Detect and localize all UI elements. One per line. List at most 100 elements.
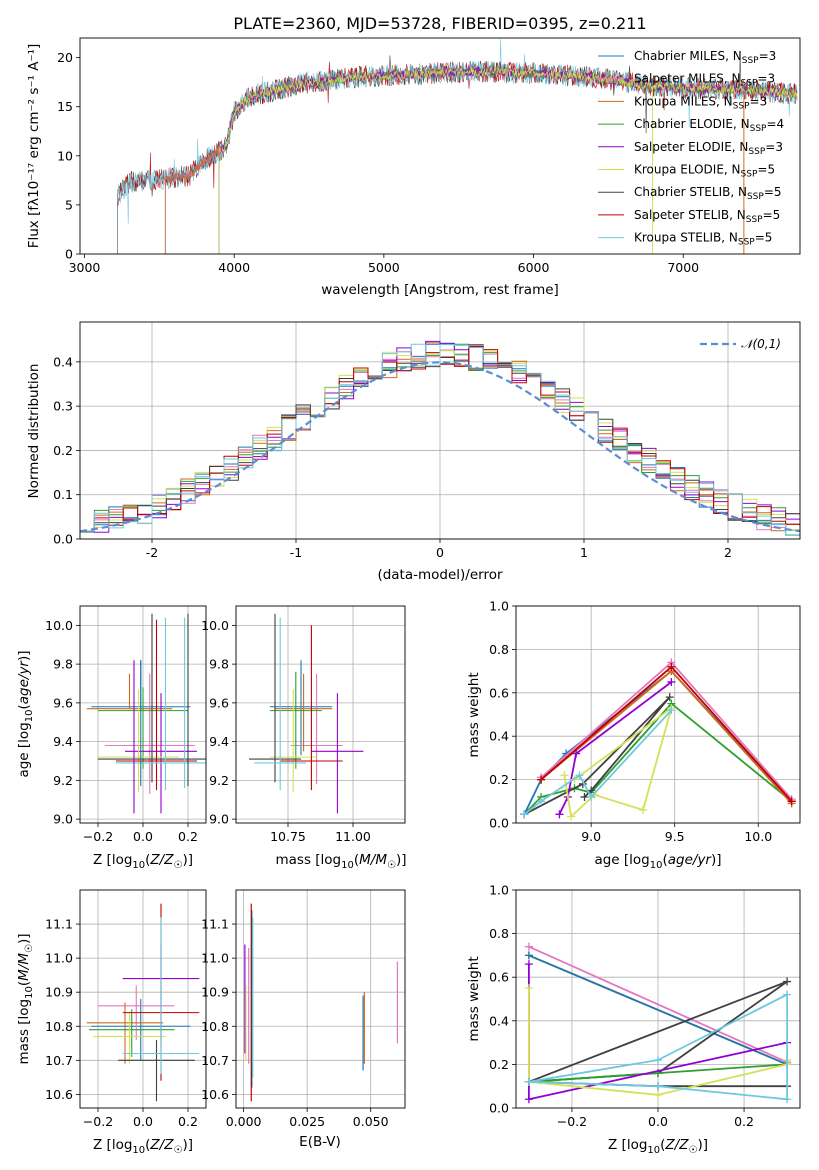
residuals-xtick-label: 1: [580, 545, 588, 560]
age-vs-mass-ytick-label: 9.8: [209, 657, 229, 672]
massweight-vs-Z-xtick-label: 0.0: [648, 1114, 668, 1129]
mass-vs-EBV-ytick-label: 10.8: [201, 1019, 229, 1034]
massweight-vs-age-xtick-label: 9.0: [581, 829, 601, 844]
massweight-vs-Z-ytick-label: 0.0: [489, 1101, 509, 1116]
legend-entry-0: Chabrier MILES, NSSP=3: [634, 49, 776, 66]
massweight-vs-age-point-marker: [667, 662, 676, 671]
residuals-xlabel: (data-model)/error: [377, 567, 503, 583]
massweight-vs-Z-frame: [515, 889, 801, 1109]
residuals-xtick-label: 2: [724, 545, 732, 560]
mass-vs-Z-marks: [86, 903, 200, 1102]
massweight-vs-age-series-line: [540, 665, 793, 802]
age-vs-Z-ytick-label: 9.8: [53, 657, 73, 672]
spectrum-ytick-label: 10: [57, 148, 73, 163]
massweight-vs-age-frame: [515, 605, 801, 824]
massweight-Z-ylabel: mass weight: [466, 956, 482, 1041]
massweight-vs-age-xtick-label: 10.0: [744, 829, 772, 844]
massweight-vs-age-point-marker: [537, 797, 546, 806]
age-vs-mass-xlabel: mass [log10(M/M☉)]: [275, 852, 406, 871]
massweight-vs-Z-point-marker: [783, 990, 792, 999]
massweight-Z-xlabel: Z [log10(Z/Z☉)]: [608, 1137, 708, 1156]
residuals-ytick-label: 0.2: [53, 443, 73, 458]
spectrum-legend: Chabrier MILES, NSSP=3 Salpeter MILES, NS…: [598, 49, 784, 248]
normal-curve: [80, 361, 800, 533]
mass-vs-EBV-xtick-label: 0.050: [353, 1114, 389, 1129]
spectrum-ylabel: Flux [fλ10⁻¹⁷ erg cm⁻² s⁻¹ A⁻¹]: [26, 44, 42, 249]
massweight-vs-age-point-marker: [567, 812, 576, 821]
residuals-ylabel: Normed distribution: [26, 364, 42, 499]
legend-entry-5: Kroupa ELODIE, NSSP=5: [634, 163, 775, 180]
massweight-vs-Z-panel: mass weight Z [log10(Z/Z☉)] −0.2 0.0 0.2 0.0…: [466, 883, 801, 1156]
age-vs-Z-xtick-label: −0.2: [83, 829, 113, 844]
massweight-vs-age-point-marker: [638, 805, 647, 814]
age-vs-Z-frame: [79, 605, 207, 824]
massweight-vs-Z-point-marker: [524, 960, 533, 969]
age-vs-Z-ytick-label: 10.0: [45, 618, 73, 633]
massweight-vs-age-point-marker: [575, 771, 584, 780]
mass-vs-Z-xtick-label: −0.2: [83, 1114, 113, 1129]
spectrum-xtick-label: 5000: [368, 260, 400, 275]
mass-vs-Z-ytick-label: 11.1: [45, 917, 73, 932]
massweight-vs-age-point-marker: [665, 693, 674, 702]
massweight-vs-Z-point-marker: [524, 1095, 533, 1104]
massweight-vs-age-ytick-label: 0.4: [489, 729, 509, 744]
mass-vs-EBV-ytick-label: 10.9: [201, 985, 229, 1000]
massweight-vs-Z-ytick-label: 1.0: [489, 883, 509, 898]
residuals-ytick-label: 0.1: [53, 487, 73, 502]
age-vs-mass-ytick-label: 9.6: [209, 695, 229, 710]
massweight-vs-Z-xtick-label: 0.2: [734, 1114, 754, 1129]
spectrum-xtick-label: 7000: [667, 260, 699, 275]
age-vs-mass-ytick-label: 9.0: [209, 812, 229, 827]
massweight-vs-age-series-line: [523, 696, 671, 816]
massweight-vs-Z-ytick-label: 0.8: [489, 926, 509, 941]
spectrum-series-line: [218, 66, 798, 254]
massweight-vs-Z-point-marker: [783, 1095, 792, 1104]
massweight-vs-age-ytick-label: 0.6: [489, 685, 509, 700]
age-vs-Z-panel: −0.2 0.0 0.2 9.0 9.2 9.4 9.6 9.8 10.0 Z [log10(Z/…: [16, 605, 207, 871]
massweight-vs-age-panel: mass weight age [log10(age/yr)] 9.0 9.5 10.…: [466, 599, 801, 871]
massweight-vs-age-point-marker: [580, 792, 589, 801]
mass-vs-Z-panel: −0.2 0.0 0.2 10.6 10.7 10.8 10.9 11.0 11.1 Z [log…: [16, 889, 207, 1156]
massweight-vs-age-point-marker: [572, 749, 581, 758]
massweight-vs-age-series-line: [558, 681, 672, 815]
figure-title: PLATE=2360, MJD=53728, FIBERID=0395, z=0…: [233, 14, 646, 33]
age-vs-mass-frame: [235, 605, 406, 824]
residuals-xtick-label: -2: [146, 545, 158, 560]
massweight-vs-Z-point-marker: [654, 1090, 662, 1099]
massweight-age-xlabel: age [log10(age/yr)]: [594, 852, 721, 871]
spectrum-ytick-label: 0: [65, 247, 73, 262]
legend-entry-7: Salpeter STELIB, NSSP=5: [634, 208, 780, 225]
massweight-vs-Z-point-marker: [783, 977, 792, 986]
age-vs-mass-panel: 10.75 11.00 9.0 9.2 9.4 9.6 9.8 10.0 mass [log10…: [201, 605, 407, 871]
massweight-vs-age-lines: [520, 658, 796, 821]
massweight-vs-age-point-marker: [560, 771, 569, 780]
residuals-ytick-label: 0.3: [53, 399, 73, 414]
massweight-vs-age-ytick-label: 0.0: [489, 816, 509, 831]
massweight-vs-Z-point-marker: [654, 1056, 662, 1065]
mass-vs-EBV-frame: [235, 889, 406, 1109]
spectrum-frame: [79, 37, 801, 255]
mass-vs-Z-ytick-label: 10.8: [45, 1019, 73, 1034]
massweight-vs-age-series-line: [540, 670, 793, 805]
massweight-vs-age-ytick-label: 0.8: [489, 642, 509, 657]
massweight-vs-age-point-marker: [587, 792, 596, 801]
mass-vs-EBV-ytick-label: 11.1: [201, 917, 229, 932]
residuals-ytick-label: 0.0: [53, 532, 73, 547]
residual-hists: [80, 340, 800, 536]
massweight-vs-age-point-marker: [667, 677, 676, 686]
spectrum-xtick-label: 4000: [218, 260, 250, 275]
residuals-frame: [79, 321, 801, 540]
massweight-vs-Z-series-line: [528, 954, 788, 1066]
massweight-vs-age-ytick-label: 1.0: [489, 599, 509, 614]
age-vs-mass-marks: [249, 613, 364, 814]
spectrum-xtick-label: 6000: [518, 260, 550, 275]
residuals-panel: (data-model)/error Normed distribution -…: [26, 321, 801, 583]
mass-vs-Z-frame: [79, 889, 207, 1109]
massweight-vs-age-xtick-label: 9.5: [665, 829, 685, 844]
age-vs-mass-xtick-label: 11.00: [335, 829, 371, 844]
mass-vs-Z-ytick-label: 10.9: [45, 985, 73, 1000]
spectrum-panel: wavelength [Angstrom, rest frame] Flux […: [26, 37, 801, 298]
massweight-vs-Z-series-line: [528, 993, 788, 1101]
massweight-vs-Z-point-marker: [524, 951, 533, 960]
